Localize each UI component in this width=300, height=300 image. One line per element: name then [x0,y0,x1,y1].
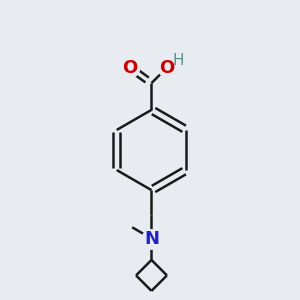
Text: O: O [122,59,138,77]
Text: H: H [172,53,184,68]
Text: O: O [159,59,175,77]
Text: N: N [144,230,159,247]
